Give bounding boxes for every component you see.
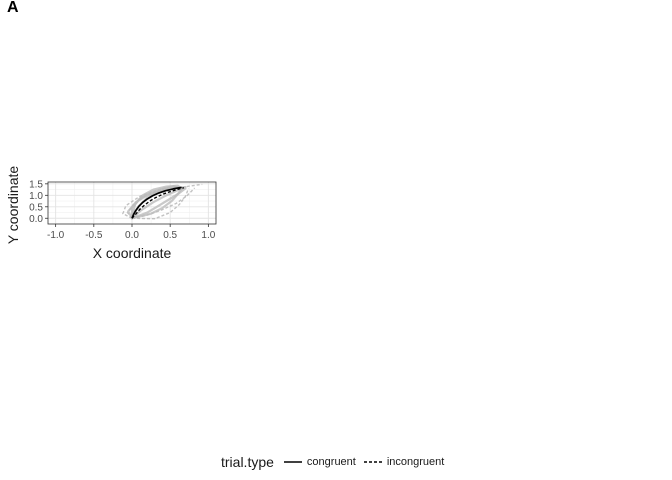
series-line-congruent xyxy=(131,186,182,219)
x-tick-label: -1.0 xyxy=(47,230,65,241)
trial-trajectory-dashed xyxy=(121,185,180,219)
x-tick-label: 0.5 xyxy=(163,230,177,241)
series-line-incongruent xyxy=(131,187,185,219)
legend-key-solid xyxy=(283,461,302,463)
x-axis-title: X coordinate xyxy=(93,245,172,261)
x-tick-label: -0.5 xyxy=(85,230,103,241)
axis-ticks: -1.0 -0.5 0.0 0.5 1.00.00.51.01.5 xyxy=(29,179,216,241)
y-tick-label: 1.5 xyxy=(29,179,43,190)
legend-item-congruent: congruent xyxy=(282,456,356,468)
legend-title: trial.type xyxy=(221,454,274,470)
legend: trial.type congruent incongruent xyxy=(221,452,450,472)
legend-item-incongruent: incongruent xyxy=(362,456,445,468)
trajectory-chart: -1.0 -0.5 0.0 0.5 1.00.00.51.01.5 X coordina… xyxy=(5,166,217,261)
panel-label: A xyxy=(7,0,19,16)
x-tick-label: 0.0 xyxy=(125,230,139,241)
trial-trajectory xyxy=(130,185,187,220)
trial-trajectory-dashed xyxy=(131,187,196,219)
x-tick-label: 1.0 xyxy=(201,230,215,241)
legend-label-incongruent: incongruent xyxy=(386,456,445,468)
trial-trajectory-dashed xyxy=(126,184,175,219)
legend-label-congruent: congruent xyxy=(306,456,356,468)
legend-key-dashed xyxy=(363,461,382,463)
y-tick-label: 1.0 xyxy=(29,191,43,202)
mean-series xyxy=(131,186,185,219)
y-axis-title: Y coordinate xyxy=(5,166,21,245)
trial-trajectory-dashed xyxy=(131,188,190,220)
y-tick-label: 0.5 xyxy=(29,202,43,213)
y-tick-label: 0.0 xyxy=(29,214,43,225)
